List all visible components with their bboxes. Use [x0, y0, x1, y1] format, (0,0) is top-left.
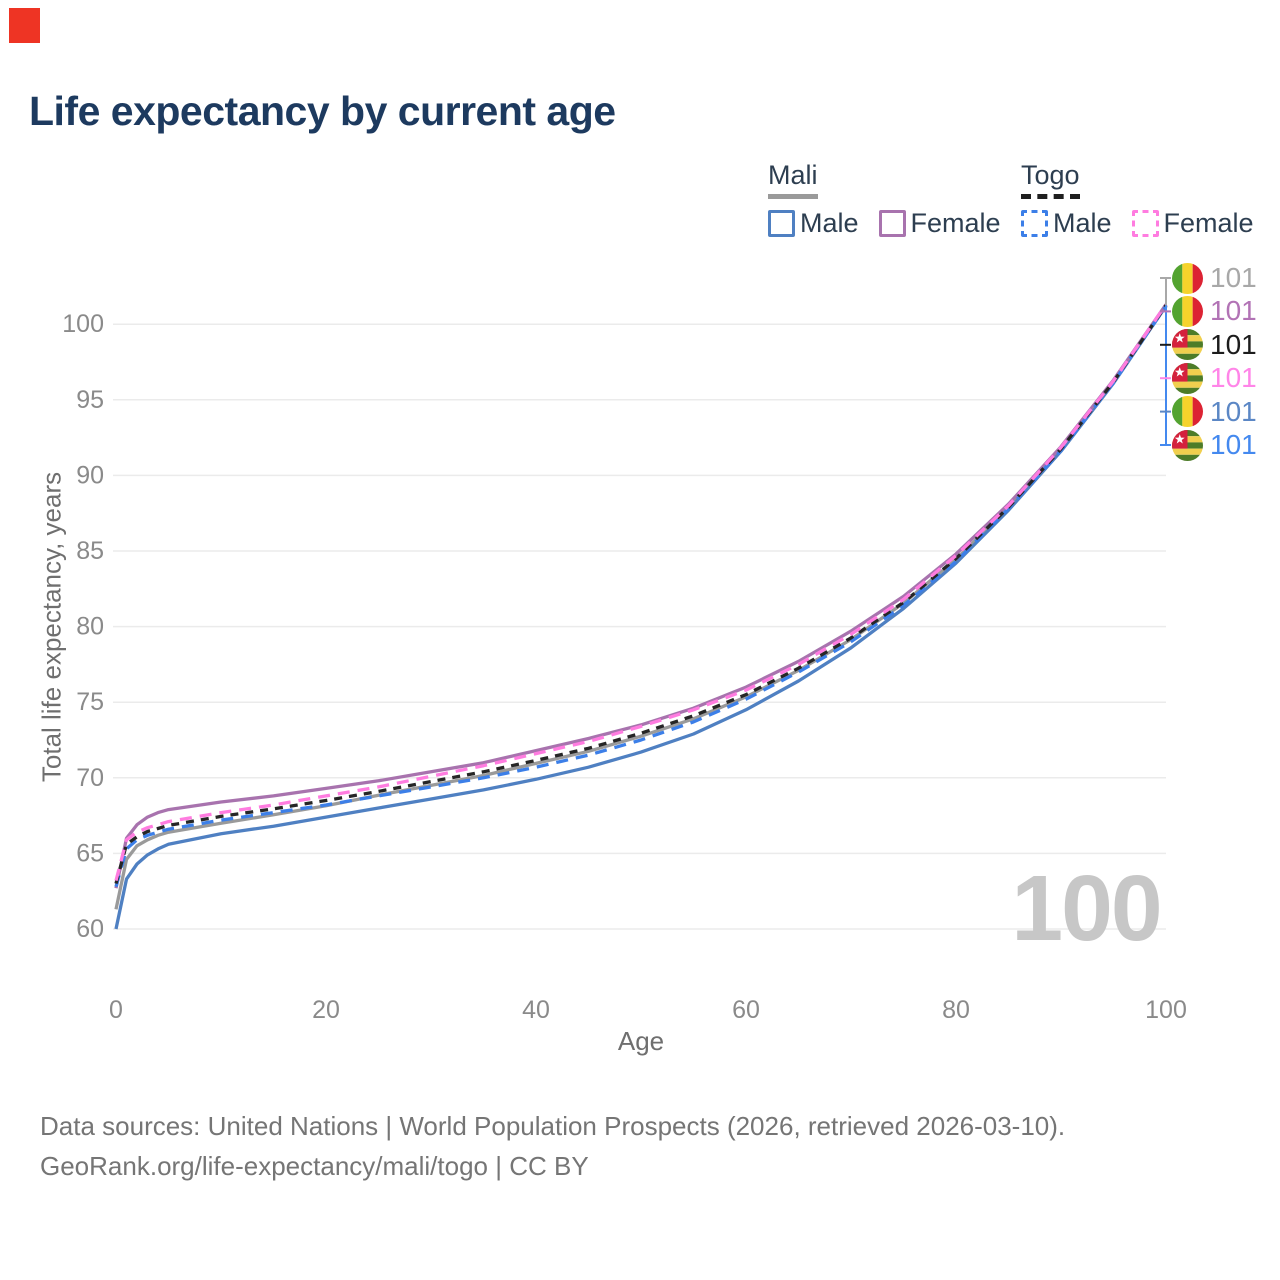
series-togo-all	[114, 304, 1168, 885]
end-label-value: 101	[1210, 429, 1257, 460]
connector-line	[1165, 277, 1171, 306]
togo-female-swatch-icon	[1131, 210, 1159, 237]
x-tick-label: 40	[522, 996, 550, 1024]
legend-label-togo-male: Male	[1053, 208, 1112, 238]
series-togo-male	[114, 305, 1168, 888]
end-label-value: 101	[1210, 295, 1257, 327]
y-tick-label: 80	[76, 613, 104, 641]
series-mali-all	[114, 304, 1168, 910]
end-label-mali-female: 101	[1172, 295, 1257, 328]
legend-label-togo-female: Female	[1163, 208, 1254, 238]
end-label-mali-all: 101	[1172, 262, 1257, 295]
legend-item-togo-male[interactable]: Male	[1021, 208, 1112, 239]
footer: Data sources: United Nations | World Pop…	[40, 1106, 1065, 1186]
legend-item-mali-female[interactable]: Female	[878, 208, 1001, 239]
togo-flag-icon	[1172, 329, 1203, 361]
series-togo-female	[114, 303, 1168, 882]
data-sources-line: Data sources: United Nations | World Pop…	[40, 1111, 1066, 1141]
legend-label-mali-male: Male	[800, 208, 859, 238]
legend-row-togo: Male Female	[1021, 208, 1254, 239]
legend-row-mali: Male Female	[768, 208, 1001, 239]
hover-age-watermark: 100	[1011, 856, 1162, 960]
end-labels: 101 101 101 101 101 101	[1172, 0, 1280, 500]
y-tick-label: 85	[76, 537, 104, 565]
togo-flag-icon	[1172, 429, 1203, 461]
legend-item-togo-female[interactable]: Female	[1131, 208, 1254, 239]
end-label-value: 101	[1210, 262, 1257, 293]
y-tick-label: 95	[76, 386, 104, 414]
legend-title-togo: Togo	[1021, 160, 1080, 199]
page-title: Life expectancy by current age	[29, 88, 616, 134]
series-mali-male	[114, 305, 1168, 930]
legend-group-mali: Mali Male Female	[768, 160, 1001, 239]
x-tick-label: 60	[732, 996, 760, 1024]
y-tick-label: 75	[76, 688, 104, 716]
end-label-mali-male: 101	[1172, 395, 1257, 428]
x-tick-label: 20	[312, 996, 340, 1024]
togo-flag-icon	[1172, 362, 1203, 394]
y-tick-label: 70	[76, 764, 104, 792]
x-tick-label: 80	[942, 996, 970, 1024]
end-label-togo-male: 101	[1172, 429, 1257, 462]
y-tick-label: 90	[76, 461, 104, 489]
end-label-value: 101	[1210, 328, 1257, 360]
mali-female-swatch-icon	[878, 210, 906, 237]
end-label-togo-female: 101	[1172, 362, 1257, 395]
red-marker	[9, 8, 40, 43]
end-label-togo-all: 101	[1172, 328, 1257, 361]
legend: Mali Male Female Togo Male Female	[0, 160, 1280, 250]
legend-item-mali-male[interactable]: Male	[768, 208, 859, 239]
end-label-value: 101	[1210, 362, 1257, 394]
y-tick-label: 60	[76, 915, 104, 943]
x-axis-title: Age	[617, 1026, 665, 1056]
legend-title-mali: Mali	[768, 160, 818, 199]
y-tick-label: 65	[76, 839, 104, 867]
mali-flag-icon	[1172, 262, 1203, 294]
series-mali-female	[114, 303, 1168, 889]
togo-male-swatch-icon	[1021, 210, 1048, 237]
x-tick-label: 100	[1145, 996, 1187, 1024]
end-label-value: 101	[1210, 395, 1257, 427]
attribution-line: GeoRank.org/life-expectancy/mali/togo | …	[40, 1151, 589, 1182]
legend-label-mali-female: Female	[910, 208, 1001, 238]
mali-flag-icon	[1172, 295, 1203, 327]
y-tick-label: 100	[62, 310, 104, 338]
x-tick-label: 0	[109, 996, 123, 1024]
mali-flag-icon	[1172, 396, 1203, 428]
y-axis-title: Total life expectancy, years	[36, 471, 67, 783]
legend-group-togo: Togo Male Female	[1021, 160, 1254, 239]
mali-male-swatch-icon	[768, 210, 795, 237]
